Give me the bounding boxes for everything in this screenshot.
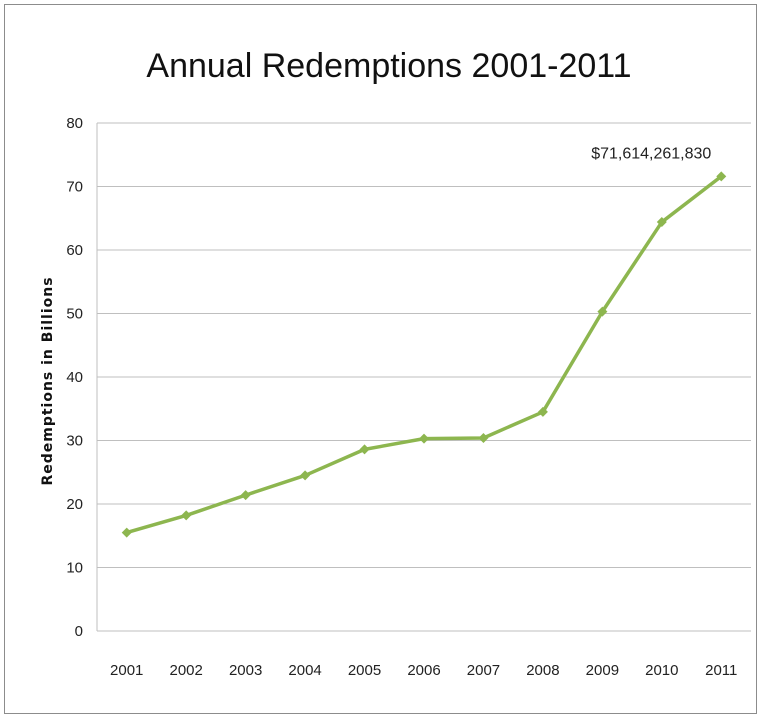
y-tick-label: 10 bbox=[66, 560, 83, 577]
y-axis-label: Redemptions in Billions bbox=[40, 276, 56, 485]
y-tick-label: 80 bbox=[66, 115, 83, 132]
data-point-marker bbox=[478, 432, 489, 443]
x-tick-label: 2007 bbox=[467, 662, 500, 679]
gridlines bbox=[96, 122, 751, 632]
annotation-label: $71,614,261,830 bbox=[591, 145, 711, 162]
data-point-marker bbox=[181, 510, 192, 521]
x-axis-ticks: 2001 2002 2003 2004 2005 2006 2007 2008 2009 2010… bbox=[110, 662, 737, 679]
data-point-marker bbox=[656, 217, 667, 228]
data-point-marker bbox=[121, 527, 132, 538]
x-tick-label: 2011 bbox=[705, 662, 737, 679]
y-tick-label: 50 bbox=[66, 306, 83, 323]
y-tick-label: 30 bbox=[66, 433, 83, 450]
x-tick-label: 2004 bbox=[288, 662, 321, 679]
x-tick-label: 2009 bbox=[586, 662, 619, 679]
x-tick-label: 2006 bbox=[407, 662, 440, 679]
x-tick-label: 2001 bbox=[110, 662, 143, 679]
y-tick-label: 0 bbox=[75, 623, 83, 640]
y-tick-label: 70 bbox=[66, 179, 83, 196]
series-group bbox=[121, 171, 727, 538]
data-point-marker bbox=[359, 444, 370, 455]
data-point-marker bbox=[537, 406, 548, 417]
y-axis-ticks: 0 10 20 30 40 50 60 70 80 bbox=[66, 115, 83, 640]
data-point-marker bbox=[419, 433, 429, 444]
data-point-marker bbox=[597, 306, 608, 317]
data-point-marker bbox=[240, 490, 251, 501]
line-chart: Annual Redemptions 2001-2011 Redemptions… bbox=[40, 47, 751, 679]
y-tick-label: 40 bbox=[66, 369, 83, 386]
data-point-marker bbox=[716, 171, 727, 182]
chart-frame: Annual Redemptions 2001-2011 Redemptions… bbox=[4, 4, 757, 714]
series-line bbox=[126, 174, 723, 535]
x-tick-label: 2008 bbox=[526, 662, 559, 679]
data-point-marker bbox=[300, 470, 311, 481]
x-tick-label: 2005 bbox=[348, 662, 381, 679]
y-tick-label: 20 bbox=[66, 496, 83, 513]
y-tick-label: 60 bbox=[66, 242, 83, 259]
x-tick-label: 2010 bbox=[645, 662, 678, 679]
x-tick-label: 2002 bbox=[169, 662, 202, 679]
x-tick-label: 2003 bbox=[229, 662, 262, 679]
chart-title: Annual Redemptions 2001-2011 bbox=[146, 47, 631, 85]
